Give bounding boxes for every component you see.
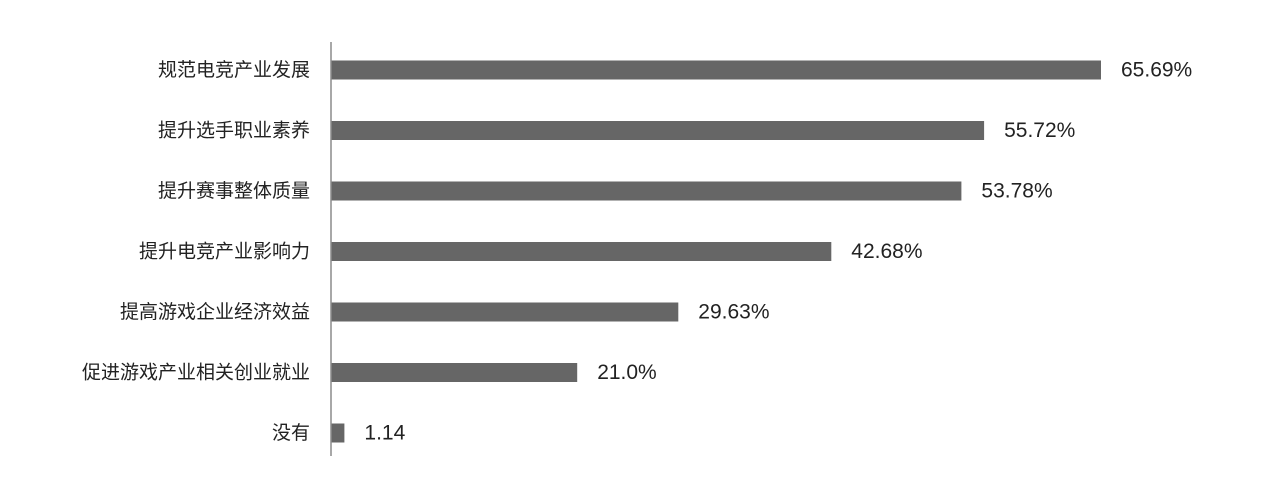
value-label: 53.78% (981, 180, 1052, 203)
category-label: 提升选手职业素养 (158, 120, 310, 142)
category-label: 提升赛事整体质量 (158, 180, 310, 202)
value-label: 65.69% (1121, 59, 1192, 82)
bar-3 (331, 242, 832, 261)
category-label: 规范电竞产业发展 (158, 59, 310, 81)
bar-0 (331, 60, 1101, 80)
category-label: 促进游戏产业相关创业就业 (82, 362, 310, 384)
value-label: 29.63% (698, 301, 769, 324)
bars-layer (331, 60, 1101, 443)
bar-2 (331, 181, 962, 201)
labels-layer: 规范电竞产业发展 65.69% 提升选手职业素养 55.72% 提升赛事整体质量 53.7… (82, 59, 1192, 445)
value-label: 1.14 (364, 422, 405, 445)
category-label: 没有 (272, 422, 310, 444)
value-label: 21.0% (597, 361, 657, 384)
bar-4 (331, 302, 679, 322)
value-label: 42.68% (851, 240, 922, 263)
bar-1 (331, 121, 985, 140)
bar-5 (331, 363, 578, 382)
bar-6 (331, 423, 345, 443)
category-label: 提高游戏企业经济效益 (120, 301, 310, 323)
value-label: 55.72% (1004, 119, 1075, 142)
category-label: 提升电竞产业影响力 (139, 241, 310, 263)
